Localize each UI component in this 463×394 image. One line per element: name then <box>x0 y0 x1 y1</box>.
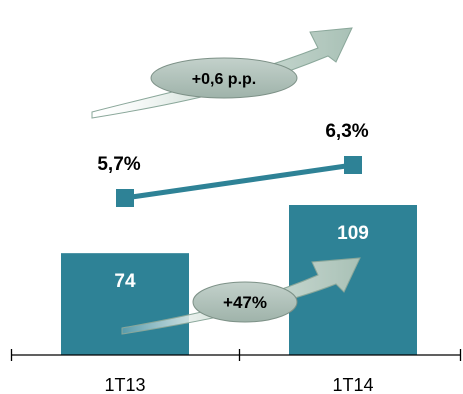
bar-label-1t14: 109 <box>337 223 369 244</box>
line-point-1t14 <box>344 156 362 174</box>
line-series-segment <box>124 162 354 201</box>
line-change-callout: +0,6 p.p. <box>150 57 298 99</box>
line-change-ellipse <box>150 57 298 99</box>
bar-label-1t13: 74 <box>114 271 136 292</box>
x-tick-label-1t13: 1T13 <box>104 375 145 394</box>
line-change-label: +0,6 p.p. <box>192 71 256 88</box>
bar-1t13 <box>61 253 189 355</box>
line-label-1t14: 6,3% <box>325 121 368 142</box>
line-point-1t13 <box>116 189 134 207</box>
bar-change-ellipse <box>192 281 298 323</box>
bar-change-callout: +47% <box>192 281 298 323</box>
line-label-1t13: 5,7% <box>97 154 140 175</box>
x-tick-label-1t14: 1T14 <box>332 375 373 394</box>
bar-change-label: +47% <box>223 293 267 312</box>
